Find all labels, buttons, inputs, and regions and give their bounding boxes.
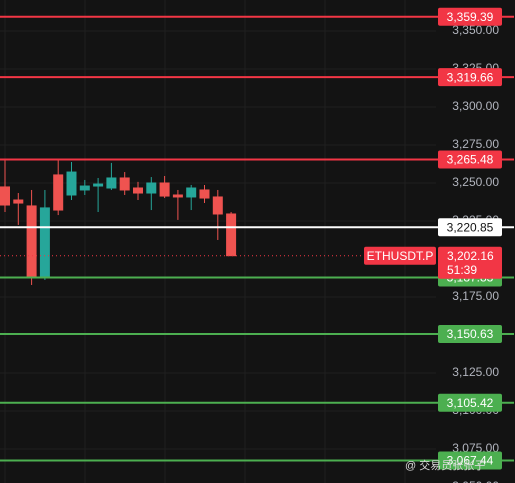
symbol-label: ETHUSDT.P [367, 249, 434, 263]
y-tick-label: 3,050.00 [452, 479, 499, 483]
candle-body [66, 171, 77, 196]
candle-body [133, 187, 143, 194]
candle-body [119, 177, 130, 191]
y-tick-label: 3,275.00 [452, 137, 499, 151]
candle-body [53, 174, 64, 211]
candle-body [186, 187, 197, 198]
price-tag [438, 218, 502, 237]
price-tag [438, 68, 502, 87]
y-tick-label: 3,350.00 [452, 23, 499, 37]
y-tick-label: 3,125.00 [452, 365, 499, 379]
price-tag [438, 150, 502, 169]
symbol-tag [364, 246, 436, 265]
countdown: 51:39 [447, 263, 477, 277]
candle-body [226, 213, 237, 257]
price-tag [438, 325, 502, 344]
candle-body [0, 186, 10, 206]
candle-body [93, 183, 104, 187]
candle-body [79, 185, 90, 191]
candle-body [146, 182, 157, 194]
price-tag [438, 393, 502, 412]
price-tag-label: 3,067.44 [447, 454, 494, 468]
price-tag [438, 7, 502, 26]
price-tag-label: 3,150.63 [447, 327, 494, 341]
last-price-tag [438, 246, 502, 279]
y-tick-label: 3,175.00 [452, 289, 499, 303]
y-tick-label: 3,300.00 [452, 99, 499, 113]
price-tag-label: 3,105.42 [447, 396, 494, 410]
price-tag-label: 3,220.85 [447, 220, 494, 234]
price-tag-label: 3,265.48 [447, 153, 494, 167]
y-tick-label: 3,250.00 [452, 175, 499, 189]
candle-body [212, 196, 223, 215]
candle-body [172, 194, 183, 198]
candle-body [39, 207, 50, 278]
candle-body [199, 189, 210, 199]
price-tag-label: 3,359.39 [447, 10, 494, 24]
candle-body [159, 182, 170, 197]
candle-body [13, 199, 24, 204]
price-tag [438, 451, 502, 470]
last-price-label: 3,202.16 [447, 249, 494, 263]
candle-body [26, 205, 37, 278]
price-tag-label: 3,319.66 [447, 70, 494, 84]
candle-body [106, 177, 117, 189]
watermark: @ 交易员张张子 [405, 458, 485, 472]
